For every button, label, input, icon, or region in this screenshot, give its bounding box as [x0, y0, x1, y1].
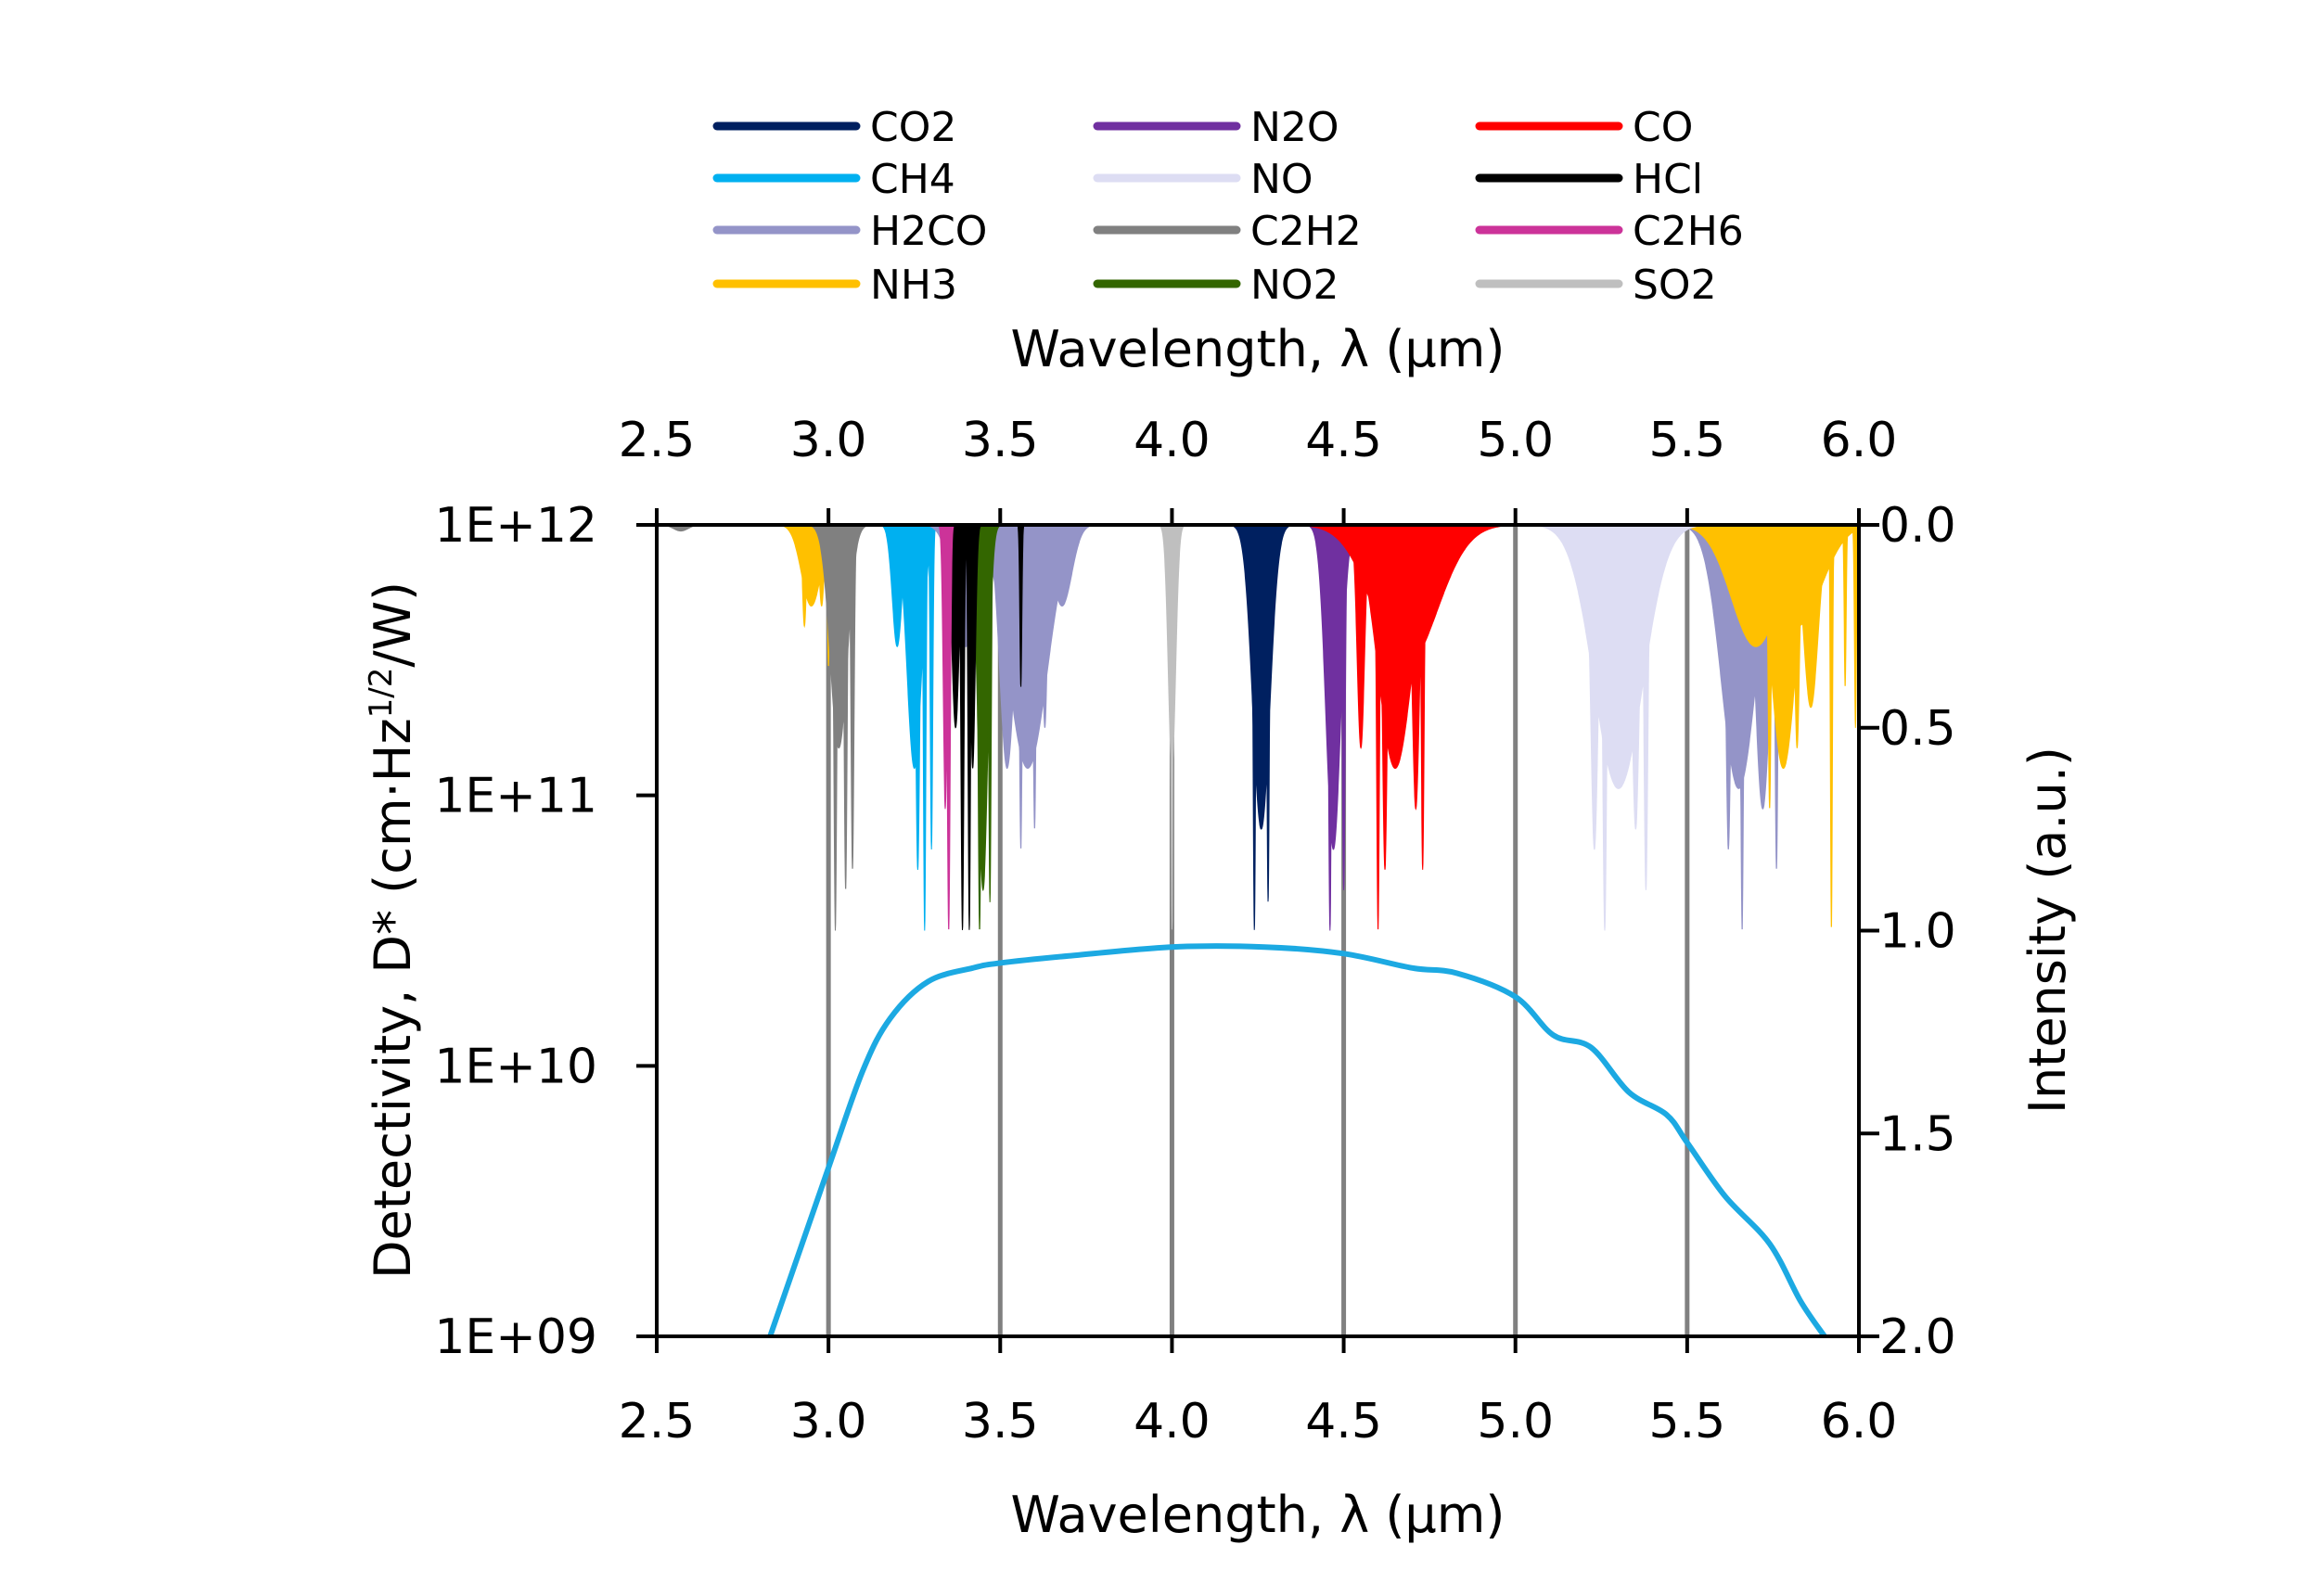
- top-x-tick-label: 3.5: [962, 413, 1039, 468]
- top-x-tick-label: 4.5: [1305, 413, 1382, 468]
- top-x-tick-label: 4.0: [1134, 413, 1211, 468]
- legend-item-co2: CO2: [712, 104, 956, 151]
- legend-label: CH4: [870, 156, 955, 203]
- legend-item-so2: SO2: [1475, 262, 1717, 309]
- legend-item-nh3: NH3: [712, 262, 957, 309]
- y-tick-label: 1E+12: [434, 498, 597, 554]
- legend-label: CO2: [870, 104, 956, 151]
- legend-label: HCl: [1633, 156, 1703, 203]
- x-tick-label: 4.5: [1305, 1394, 1382, 1449]
- x-tick-label: 4.0: [1134, 1394, 1211, 1449]
- y2-tick-label: 0.0: [1879, 498, 1956, 554]
- legend-item-no: NO: [1093, 156, 1313, 203]
- top-x-tick-label: 5.0: [1477, 413, 1554, 468]
- legend-label: NO2: [1250, 262, 1339, 309]
- top-x-tick-label: 2.5: [619, 413, 696, 468]
- y2-tick-label: 1.5: [1879, 1106, 1956, 1162]
- detectivity-curve: [767, 943, 1827, 1338]
- y-axis-title-main: Detectivity, D* (cm·Hz: [364, 718, 422, 1279]
- legend-item-no2: NO2: [1093, 262, 1339, 309]
- legend-item-c2h6: C2H6: [1475, 208, 1744, 255]
- top-x-tick-label: 6.0: [1821, 413, 1898, 468]
- y2-axis-title: Intensity (a.u.): [2018, 747, 2077, 1114]
- top-x-tick-label: 3.0: [790, 413, 867, 468]
- legend-item-hcl: HCl: [1475, 156, 1703, 203]
- y2-tick-label: 0.5: [1879, 701, 1956, 757]
- y-axis-title: Detectivity, D* (cm·Hz1/2/W): [363, 581, 422, 1279]
- y-tick-label: 1E+11: [434, 769, 597, 824]
- x-tick-label: 2.5: [619, 1394, 696, 1449]
- legend-item-ch4: CH4: [712, 156, 955, 203]
- band-ch4: [882, 524, 939, 931]
- legend-label: NH3: [870, 262, 957, 309]
- tick-labels: 2.5 2.5 3.0 3.0 3.5 3.5 4.0 4.0 4.5 4.5 5.0 5.0 5.5 5…: [434, 413, 1955, 1449]
- legend-label: SO2: [1633, 262, 1717, 309]
- absorption-bands: [668, 524, 1860, 931]
- y2-tick-label: 1.0: [1879, 904, 1956, 960]
- legend-label: C2H2: [1250, 208, 1362, 255]
- x-tick-label: 5.5: [1649, 1394, 1726, 1449]
- y2-tick-label: 2.0: [1879, 1309, 1956, 1365]
- legend-label: H2CO: [870, 208, 987, 255]
- y-tick-label: 1E+09: [434, 1309, 597, 1365]
- band-co: [1311, 524, 1501, 930]
- legend-label: NO: [1250, 156, 1313, 203]
- x-tick-label: 6.0: [1821, 1394, 1898, 1449]
- legend-label: CO: [1633, 104, 1693, 151]
- legend-label: N2O: [1250, 104, 1339, 151]
- legend-item-c2h2: C2H2: [1093, 208, 1362, 255]
- top-x-axis-title: Wavelength, λ (μm): [1011, 320, 1505, 378]
- legend-label: C2H6: [1633, 208, 1744, 255]
- legend-item-n2o: N2O: [1093, 104, 1339, 151]
- band-n2o: [1309, 524, 1358, 931]
- y-tick-label: 1E+10: [434, 1039, 597, 1094]
- legend: CO2 CH4 H2CO NH3 N2O NO C2H2 NO2 CO HCl C2H6 SO2: [712, 104, 1744, 309]
- band-c2h6: [939, 524, 955, 930]
- band-so2: [1160, 524, 1185, 930]
- x-tick-label: 5.0: [1477, 1394, 1554, 1449]
- y-axis-title-sup: 1/2: [363, 668, 400, 719]
- top-x-tick-label: 5.5: [1649, 413, 1726, 468]
- axes: [636, 508, 1879, 1353]
- x-axis-title: Wavelength, λ (μm): [1011, 1486, 1505, 1544]
- y-axis-title-tail: /W): [364, 581, 422, 668]
- legend-item-h2co: H2CO: [712, 208, 987, 255]
- legend-item-co: CO: [1475, 104, 1693, 151]
- band-c2h2: [668, 524, 866, 931]
- band-no: [1540, 524, 1698, 931]
- band-co2: [1233, 524, 1290, 930]
- x-tick-label: 3.0: [790, 1394, 867, 1449]
- x-tick-label: 3.5: [962, 1394, 1039, 1449]
